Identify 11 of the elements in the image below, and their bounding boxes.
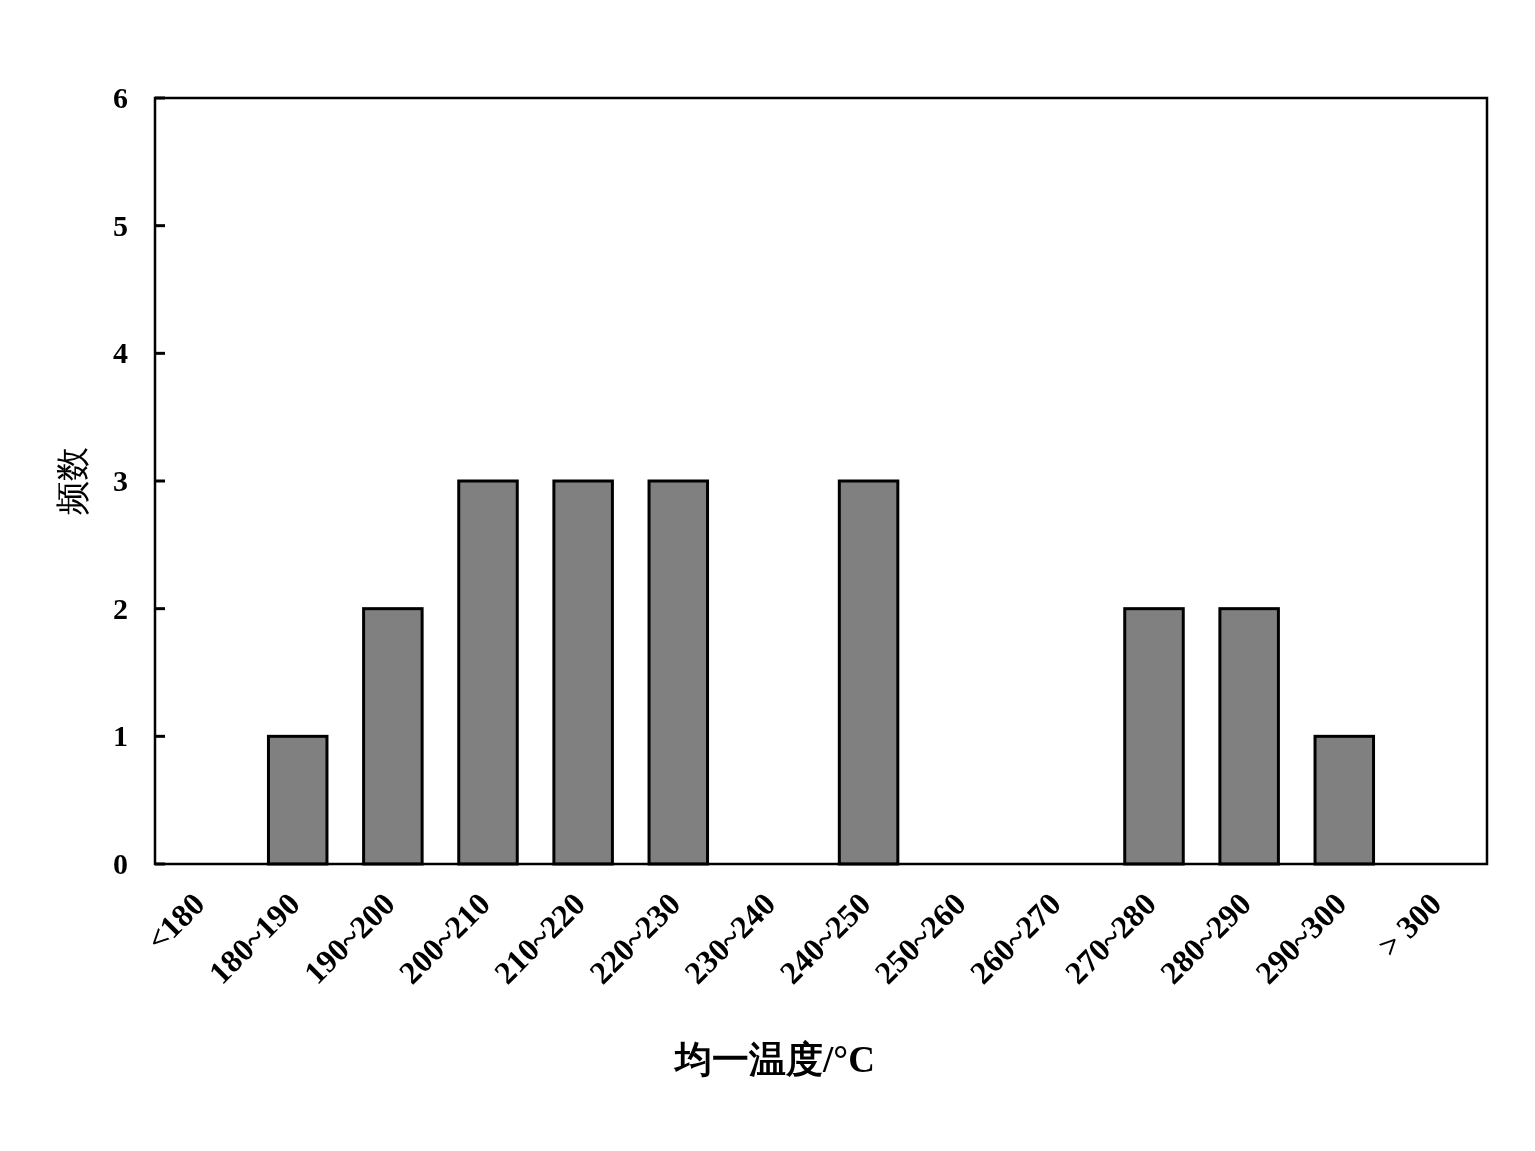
y-tick-label: 4	[113, 336, 128, 370]
x-axis-title: 均一温度/°C	[673, 1039, 875, 1080]
y-tick-label: 0	[113, 847, 128, 880]
y-tick-label: 3	[113, 464, 128, 497]
y-axis-title: 频数	[54, 447, 91, 515]
y-tick-label: 6	[113, 81, 128, 114]
y-tick-label: 1	[113, 719, 128, 753]
y-tick-label: 2	[113, 591, 128, 625]
x-tick-label: <180	[139, 885, 212, 958]
x-tick-label: > 300	[1370, 885, 1449, 964]
y-tick-label: 5	[113, 208, 128, 242]
